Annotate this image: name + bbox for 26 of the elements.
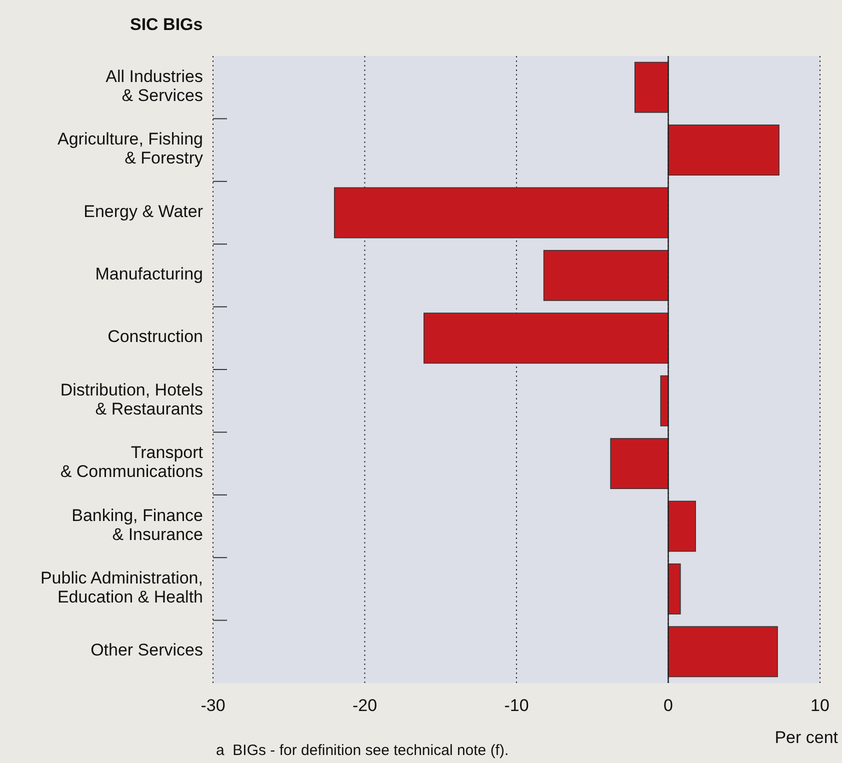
bar [424, 312, 669, 364]
bar [668, 563, 681, 614]
x-tick-label: 0 [664, 696, 673, 715]
x-tick-label: -10 [504, 696, 529, 715]
x-tick-label: 10 [810, 696, 830, 715]
y-tick-label: Banking, Finance & Insurance [72, 506, 203, 544]
x-tick-label: -20 [352, 696, 378, 715]
chart-title: SIC BIGs [130, 15, 203, 34]
y-tick-label: Agriculture, Fishing & Forestry [57, 130, 204, 168]
y-tick-label: All Industries & Services [106, 67, 203, 106]
y-tick-label: Public Administration, Education & Health [40, 568, 203, 607]
y-tick-label: Energy & Water [84, 202, 204, 222]
bar [610, 438, 669, 490]
y-tick-label: Construction [108, 328, 203, 347]
y-tick-label: Transport & Communications [60, 444, 204, 482]
x-tick-label: -30 [200, 696, 226, 715]
bar [668, 626, 778, 678]
bar [634, 62, 669, 113]
y-tick-label: Other Services [90, 641, 203, 660]
bar [668, 500, 696, 552]
y-tick-label: Distribution, Hotels & Restaurants [60, 380, 203, 419]
bar [668, 124, 780, 176]
bar [543, 250, 669, 301]
y-tick-label: Manufacturing [95, 264, 203, 284]
x-axis-title: Per cent [774, 728, 838, 747]
text: a BIGs - for definition see technical note (f). [216, 742, 509, 759]
